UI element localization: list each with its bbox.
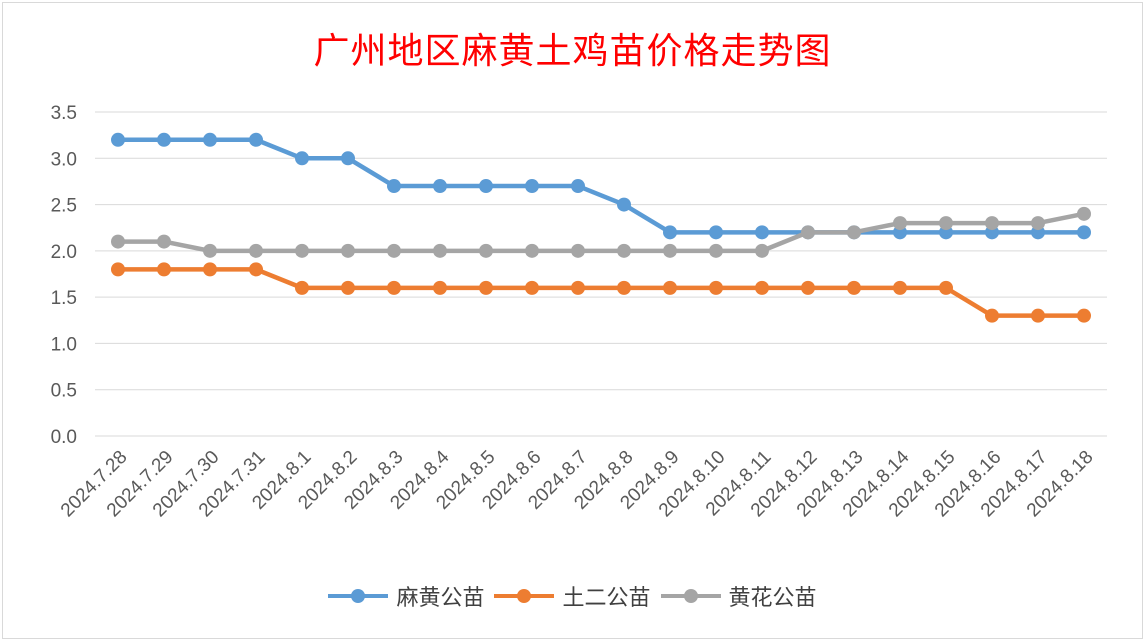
series-line	[118, 267, 1084, 318]
data-point	[157, 132, 171, 147]
data-point	[157, 262, 171, 277]
legend-item: 黄花公苗	[660, 580, 817, 612]
data-point	[709, 280, 723, 295]
series-line	[118, 137, 1084, 235]
data-point	[433, 179, 447, 194]
legend-item: 土二公苗	[494, 580, 651, 612]
data-point	[387, 280, 401, 295]
data-point	[893, 280, 907, 295]
data-point	[433, 243, 447, 258]
data-point	[571, 243, 585, 258]
data-point	[295, 151, 309, 166]
data-point	[157, 234, 171, 249]
data-point	[801, 225, 815, 240]
data-point	[341, 151, 355, 166]
data-point	[1031, 216, 1045, 231]
data-point	[847, 225, 861, 240]
data-point	[525, 179, 539, 194]
data-point	[203, 262, 217, 277]
data-point	[571, 179, 585, 194]
data-point	[341, 280, 355, 295]
data-point	[341, 243, 355, 258]
legend-label: 土二公苗	[562, 586, 651, 611]
data-point	[525, 243, 539, 258]
data-point	[203, 243, 217, 258]
chart-title: 广州地区麻黄土鸡苗价格走势图	[313, 31, 832, 72]
data-point	[111, 132, 125, 147]
data-point	[847, 280, 861, 295]
data-point	[433, 280, 447, 295]
y-tick-label: 3.0	[51, 149, 77, 170]
data-point	[617, 243, 631, 258]
data-point	[755, 280, 769, 295]
data-point	[1077, 225, 1091, 240]
data-point	[387, 179, 401, 194]
data-point	[249, 243, 263, 258]
data-point	[479, 243, 493, 258]
data-point	[755, 225, 769, 240]
y-tick-label: 2.0	[51, 242, 77, 263]
series-line	[118, 211, 1085, 254]
data-point	[801, 280, 815, 295]
y-tick-label: 3.5	[51, 103, 77, 124]
legend-label: 麻黄公苗	[396, 586, 485, 611]
data-point	[893, 216, 907, 231]
data-point	[709, 225, 723, 240]
legend-item: 麻黄公苗	[328, 580, 484, 612]
data-point	[617, 197, 631, 212]
y-tick-label: 1.0	[51, 334, 77, 355]
data-point	[203, 132, 217, 147]
data-point	[617, 280, 631, 295]
data-point	[985, 308, 999, 323]
data-point	[1077, 206, 1091, 221]
data-point	[663, 280, 677, 295]
data-point	[249, 132, 263, 147]
data-point	[111, 262, 125, 277]
data-point	[295, 280, 309, 295]
data-point	[985, 216, 999, 231]
data-point	[249, 262, 263, 277]
data-point	[939, 216, 953, 231]
y-tick-label: 2.5	[51, 196, 77, 217]
data-point	[663, 225, 677, 240]
data-point	[387, 243, 401, 258]
y-tick-label: 1.5	[51, 288, 77, 309]
data-point	[1077, 308, 1091, 323]
data-point	[479, 179, 493, 194]
data-point	[755, 243, 769, 258]
data-point	[1031, 308, 1045, 323]
legend-swatch	[660, 586, 721, 606]
legend-swatch	[494, 586, 555, 606]
y-tick-label: 0.0	[51, 427, 77, 448]
data-point	[111, 234, 125, 249]
data-point	[295, 243, 309, 258]
legend-label: 黄花公苗	[728, 586, 817, 611]
data-point	[663, 243, 677, 258]
data-point	[479, 280, 493, 295]
data-point	[525, 280, 539, 295]
data-point	[709, 243, 723, 258]
legend-swatch	[328, 586, 389, 606]
data-point	[571, 280, 585, 295]
data-point	[939, 280, 953, 295]
chart-legend: 麻黄公苗 土二公苗 黄花公苗	[0, 580, 1145, 612]
y-tick-label: 0.5	[51, 381, 77, 402]
